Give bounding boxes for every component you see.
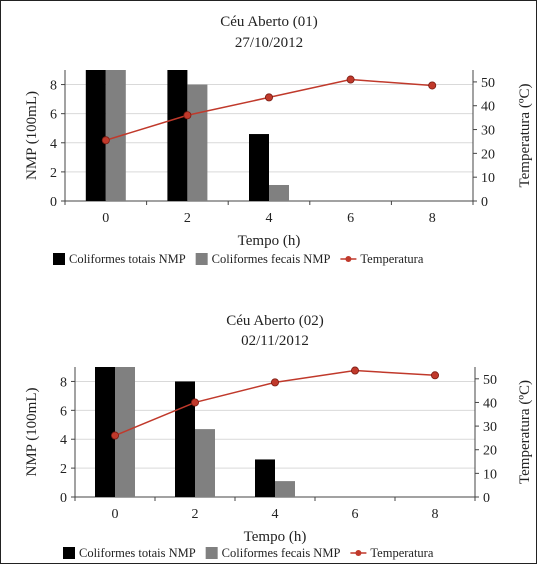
x-tick-label: 2	[192, 507, 199, 522]
y-tick-label: 4	[50, 137, 57, 152]
legend-swatch	[195, 253, 208, 265]
legend-label: Coliformes totais NMP	[79, 546, 196, 560]
bar-coliformes-fecais	[269, 184, 289, 201]
bar-coliformes-fecais	[275, 481, 295, 497]
y2-tick-label: 30	[483, 420, 497, 435]
y-tick-label: 2	[60, 462, 67, 477]
y-tick-label: 0	[50, 195, 57, 210]
legend-label: Coliformes totais NMP	[69, 252, 186, 266]
temperature-point	[346, 75, 355, 84]
y-axis-title: NMP (100mL)	[24, 387, 40, 476]
x-axis-title: Tempo (h)	[244, 529, 307, 545]
y2-tick-label: 0	[483, 491, 490, 506]
legend-label: Coliformes fecais NMP	[222, 546, 341, 560]
chart-1: Céu Aberto (01)27/10/2012024680102030405…	[24, 14, 533, 266]
x-tick-label: 4	[272, 507, 279, 522]
x-tick-label: 0	[112, 507, 119, 522]
bar-coliformes-totais	[175, 381, 195, 497]
x-tick-label: 2	[184, 211, 191, 226]
y-tick-label: 2	[50, 166, 57, 181]
temperature-point	[183, 111, 192, 120]
y2-tick-label: 40	[481, 100, 495, 115]
legend-marker	[345, 256, 352, 262]
bar-coliformes-totais	[249, 134, 269, 201]
y-axis-title: NMP (100mL)	[24, 91, 40, 180]
legend-swatch	[63, 547, 75, 559]
bar-coliformes-totais	[255, 459, 275, 497]
bar-coliformes-totais	[85, 70, 106, 201]
legend-label: Temperatura	[370, 546, 433, 560]
y-tick-label: 8	[60, 375, 67, 390]
chart-title: Céu Aberto (02)	[226, 313, 323, 329]
x-tick-label: 4	[266, 211, 273, 226]
x-axis-title: Tempo (h)	[238, 233, 301, 249]
temperature-point	[190, 398, 199, 407]
y-tick-label: 4	[60, 433, 67, 448]
temperature-point	[270, 378, 279, 387]
y2-tick-label: 0	[481, 195, 488, 210]
y-tick-label: 6	[60, 404, 67, 419]
chart-subtitle: 02/11/2012	[241, 333, 309, 349]
y2-tick-label: 10	[481, 171, 495, 186]
chart-2: Céu Aberto (02)02/11/2012024680102030405…	[24, 313, 533, 560]
x-tick-label: 8	[429, 211, 436, 226]
legend-swatch	[205, 547, 218, 559]
y2-tick-label: 50	[481, 76, 495, 91]
bar-coliformes-fecais	[195, 429, 215, 497]
y-tick-label: 6	[50, 108, 57, 123]
x-tick-label: 6	[347, 211, 354, 226]
y2-tick-label: 10	[483, 467, 497, 482]
bar-coliformes-totais	[167, 70, 188, 201]
bar-coliformes-totais	[95, 367, 115, 497]
temperature-point	[350, 366, 359, 375]
temperature-point	[111, 431, 120, 440]
temperature-line	[105, 78, 433, 141]
y2-axis-title: Temperatura (ºC)	[517, 84, 533, 188]
y-tick-label: 8	[50, 79, 57, 94]
bar-coliformes-fecais	[187, 84, 208, 201]
legend-swatch	[53, 253, 65, 265]
temperature-point	[428, 81, 437, 90]
temperature-point	[101, 136, 110, 145]
temperature-point	[264, 93, 273, 102]
y-tick-label: 0	[60, 491, 67, 506]
x-tick-label: 8	[432, 507, 439, 522]
legend-marker	[355, 550, 362, 556]
legend-label: Temperatura	[360, 252, 423, 266]
temperature-point	[430, 371, 439, 380]
chart-title: Céu Aberto (01)	[220, 14, 317, 30]
y2-tick-label: 30	[481, 124, 495, 139]
y2-tick-label: 20	[483, 444, 497, 459]
bar-coliformes-fecais	[105, 70, 126, 201]
y2-axis-title: Temperatura (ºC)	[517, 380, 533, 484]
x-tick-label: 6	[352, 507, 359, 522]
y2-tick-label: 50	[483, 373, 497, 388]
chart-subtitle: 27/10/2012	[235, 35, 303, 51]
y2-tick-label: 40	[483, 396, 497, 411]
x-tick-label: 0	[102, 211, 109, 226]
legend-label: Coliformes fecais NMP	[212, 252, 331, 266]
y2-tick-label: 20	[481, 147, 495, 162]
